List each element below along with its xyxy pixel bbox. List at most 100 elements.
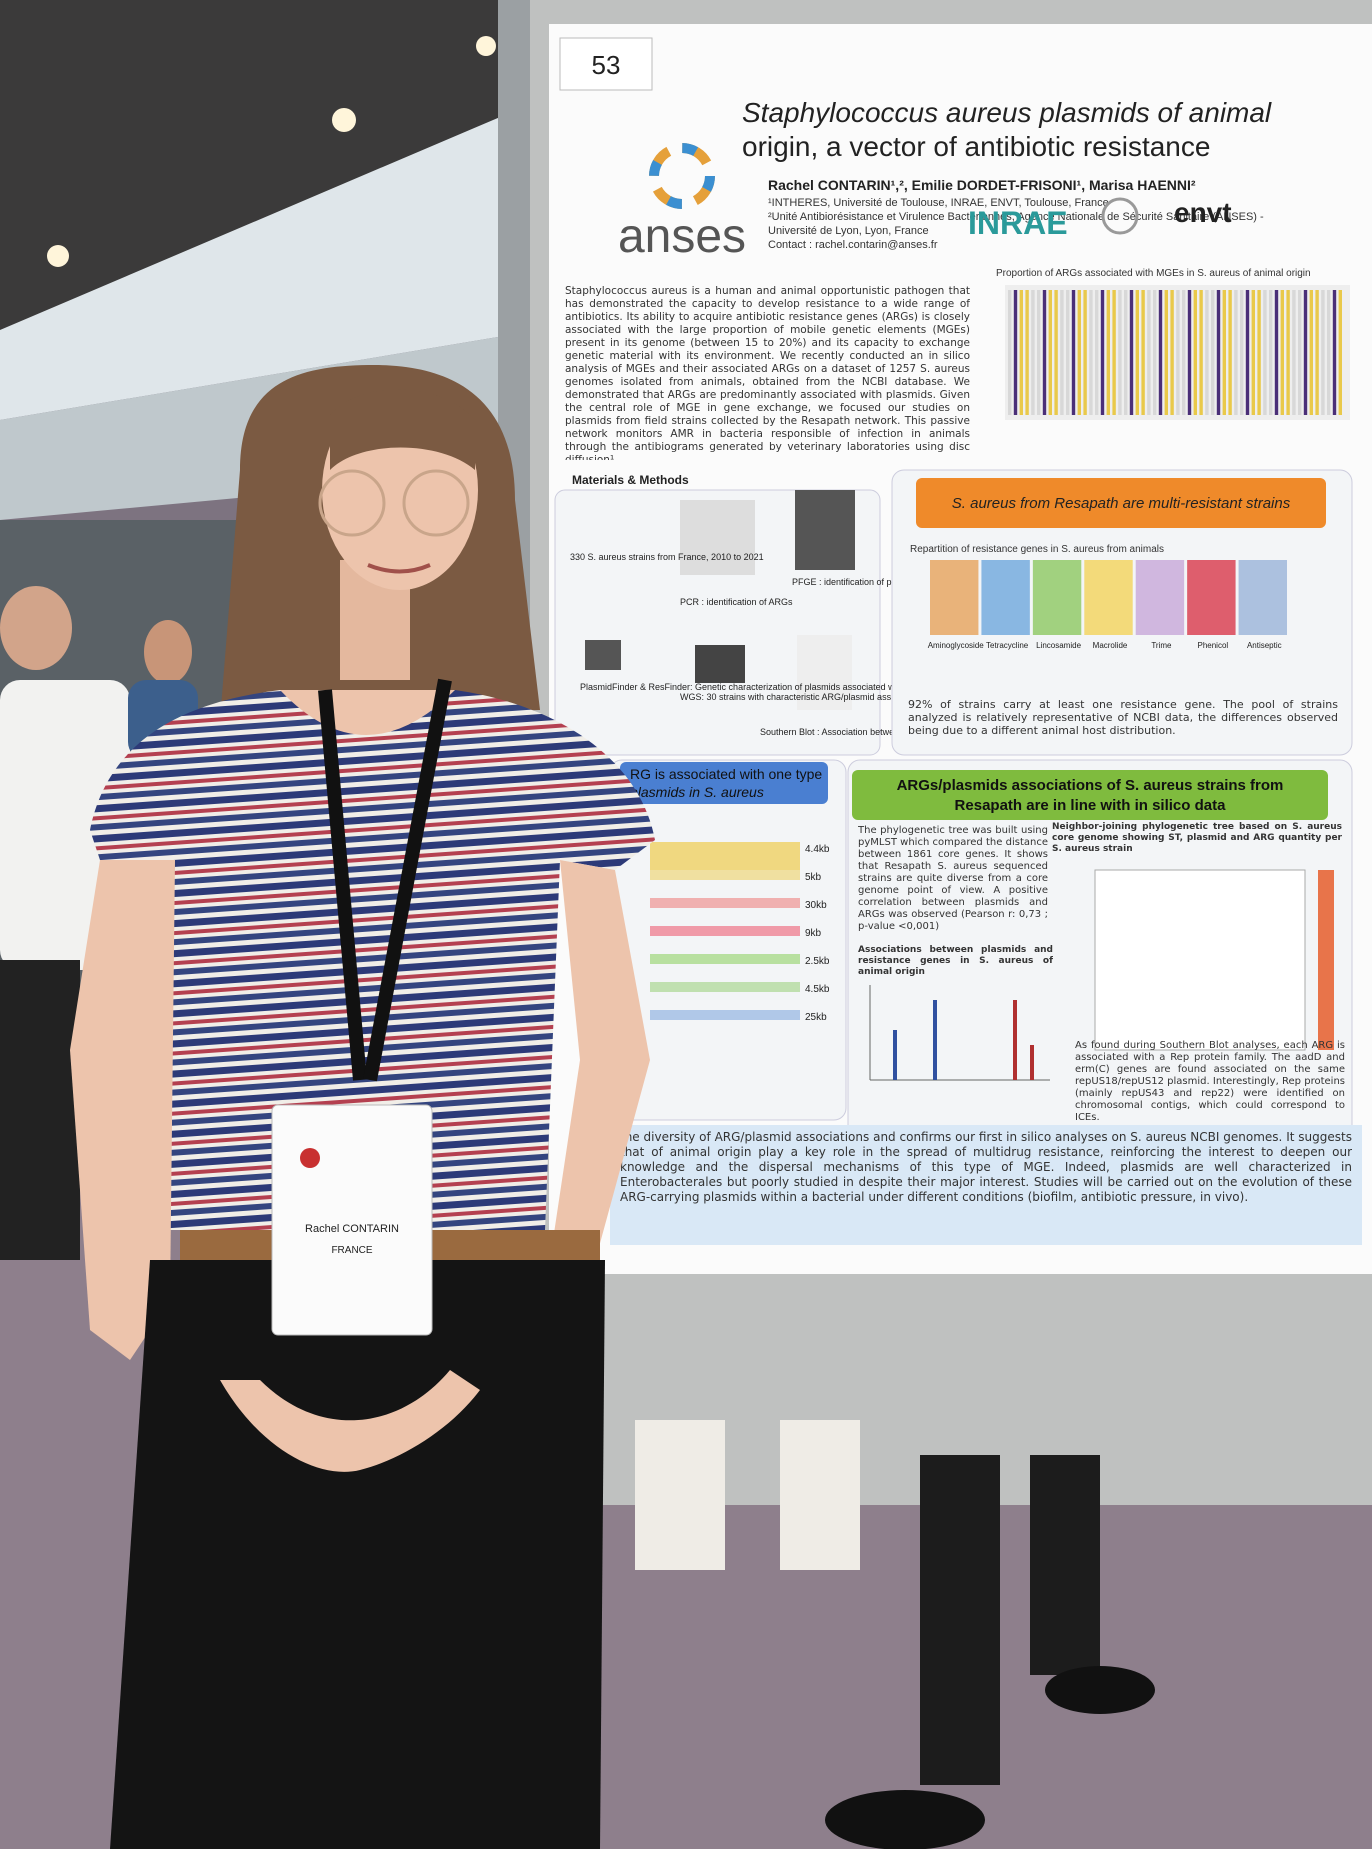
badge-country: FRANCE — [331, 1245, 372, 1256]
stripe — [1332, 290, 1337, 415]
heat-block — [981, 560, 1030, 635]
wgs-image — [695, 645, 745, 683]
arm — [550, 860, 650, 1280]
blot-band — [650, 926, 800, 936]
smile — [367, 563, 431, 574]
stripe — [1228, 290, 1232, 415]
stripe — [1193, 290, 1197, 415]
result-text: 92% of strains carry at least one resist… — [908, 698, 1338, 737]
southern-blot-bands: 4.4kb 5kb 30kb 9kb 2.5kb 4.5kb 25kb — [650, 842, 830, 1023]
stripe — [1083, 290, 1087, 415]
blot-band — [650, 1010, 800, 1020]
trousers — [110, 1260, 605, 1849]
chart-title: Neighbor-joining phylogenetic tree based… — [1052, 822, 1342, 854]
stripe — [1025, 290, 1029, 415]
method-step: PCR : identification of ARGs — [680, 597, 793, 607]
stripe — [1280, 290, 1284, 415]
blot-band — [650, 982, 800, 992]
stripe — [1245, 290, 1250, 415]
method-step: Southern Blot : Association between ARGs… — [760, 727, 986, 737]
conclusion-band — [610, 1125, 1362, 1245]
tree-text-box: The phylogenetic tree was built using py… — [858, 825, 1048, 932]
stripe — [1182, 290, 1186, 415]
band-label: 25kb — [805, 1012, 827, 1023]
ceiling-light — [332, 108, 356, 132]
section-header — [620, 762, 828, 804]
stripe — [1095, 290, 1099, 415]
phylo-tree — [1094, 869, 1306, 1051]
conclusion: the diversity of ARG/plasmid association… — [620, 1130, 1352, 1204]
heat-group-label: Aminoglycoside — [928, 641, 985, 650]
striped-shirt — [90, 690, 655, 1230]
stripe — [1216, 290, 1221, 415]
blot-image — [797, 635, 852, 710]
heat-block — [1135, 560, 1185, 635]
method-step: PFGE : identification of plasmid diversi… — [792, 577, 954, 587]
stripe — [1153, 290, 1157, 415]
stripe — [1019, 290, 1023, 415]
pcr-image — [680, 500, 755, 575]
stripe — [1054, 290, 1058, 415]
stripe — [1048, 290, 1052, 415]
stripe — [1008, 290, 1012, 415]
heat-block — [1238, 560, 1287, 635]
chart-title: Associations between plasmids and resist… — [858, 945, 1053, 977]
stripe — [1187, 290, 1192, 415]
poster-title: origin, a vector of antibiotic resistanc… — [742, 131, 1210, 162]
badge-logo — [300, 1148, 320, 1168]
shoe — [825, 1790, 985, 1849]
stripe — [1263, 290, 1267, 415]
ceiling-light — [476, 36, 496, 56]
heat-block — [930, 560, 979, 635]
tree-title-box: Neighbor-joining phylogenetic tree based… — [1052, 822, 1342, 854]
section-title: plasmids in S. aureus — [629, 784, 764, 800]
anses-logo-mark — [649, 143, 715, 209]
bystander-head — [0, 586, 72, 670]
blot-band — [650, 842, 800, 872]
stripe — [1135, 290, 1139, 415]
bystander-trousers — [0, 960, 80, 1260]
fringe — [330, 389, 475, 470]
stripe — [1031, 290, 1035, 415]
skylight — [0, 100, 540, 420]
method-step: PlasmidFinder & ResFinder: Genetic chara… — [580, 682, 931, 692]
stripe — [1129, 290, 1134, 415]
section-header — [916, 478, 1326, 528]
affiliation: ²Unité Antibiorésistance et Virulence Ba… — [768, 211, 1264, 223]
stripe — [1303, 290, 1308, 415]
stripe — [1327, 290, 1331, 415]
band-label: 4.4kb — [805, 844, 830, 855]
stripe-bars — [1008, 290, 1342, 415]
stripe — [1042, 290, 1047, 415]
southern-text: As found during Southern Blot analyses, … — [1075, 1040, 1345, 1123]
heat-group-label: Macrolide — [1093, 641, 1128, 650]
poster-number-box — [559, 37, 653, 91]
lanyard — [318, 689, 367, 1081]
section-title: Resapath are in line with in silico data — [955, 797, 1227, 814]
anses-logo: anses — [618, 210, 746, 263]
stripe — [1112, 290, 1116, 415]
intro-box: Staphylococcus aureus is a human and ani… — [565, 285, 970, 460]
method-step: 330 S. aureus strains from France, 2010 … — [570, 552, 764, 562]
assoc-title-box: Associations between plasmids and resist… — [858, 945, 1053, 977]
bystander-legs — [920, 1455, 1000, 1785]
stripe — [1274, 290, 1279, 415]
chart-title: Proportion of ARGs associated with MGEs … — [996, 268, 1311, 279]
heat-group-label: Trime — [1151, 641, 1172, 650]
stripe — [1309, 290, 1313, 415]
stripe — [1234, 290, 1238, 415]
intro: Staphylococcus aureus is a human and ani… — [565, 285, 970, 460]
stripe — [1066, 290, 1070, 415]
blot-band — [650, 954, 800, 964]
stripe — [1060, 290, 1064, 415]
badge — [271, 1104, 433, 1336]
poster-authors: Rachel CONTARIN¹,², Emilie DORDET-FRISON… — [768, 177, 1196, 193]
band-label: 30kb — [805, 900, 827, 911]
stripe — [1106, 290, 1110, 415]
stripe — [1037, 290, 1041, 415]
heatmap: Aminoglycoside Tetracycline Lincosamide Mac… — [928, 560, 1287, 650]
stripe — [1251, 290, 1255, 415]
stripe — [1077, 290, 1081, 415]
